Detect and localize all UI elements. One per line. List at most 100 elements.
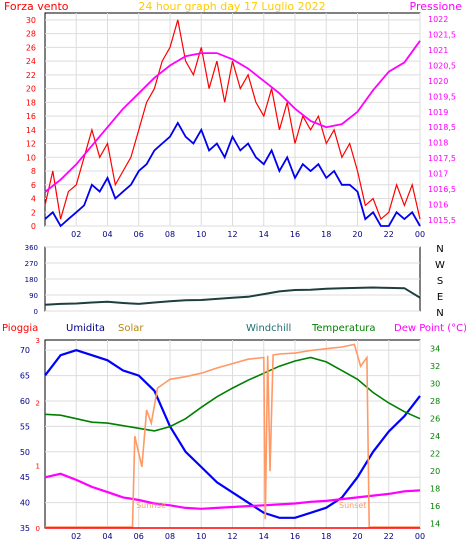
sunrise-label: Sunrise (136, 501, 166, 510)
y-tick-label: 1017 (428, 170, 448, 179)
x-tick-label: 14 (259, 230, 269, 239)
y-tick-label: 1020,5 (428, 61, 456, 70)
y-tick-label: 24 (26, 57, 36, 66)
mid-series (44, 286, 421, 306)
y-tick-label: 1022 (428, 15, 448, 24)
y-tick-label: 0 (34, 308, 38, 316)
x-tick-label: 18 (321, 230, 331, 239)
x-tick-label: 06 (134, 532, 144, 541)
pressure-series (44, 40, 421, 193)
x-tick-label: 20 (352, 230, 362, 239)
y-tick-label: 180 (25, 276, 38, 284)
bottom-x-axis: 02 04 06 08 10 12 14 16 18 20 22 00 (71, 532, 425, 541)
y-tick-label: 1015,5 (428, 216, 456, 225)
top-series (44, 19, 421, 228)
y-tick-label: 1020 (428, 77, 448, 86)
y-tick-label: 1021 (428, 46, 448, 55)
bottom-y-left-axis: 35 40 45 50 55 60 65 70 (20, 346, 30, 533)
x-tick-label: 12 (227, 532, 237, 541)
y-tick-label: 22 (430, 450, 440, 459)
x-tick-label: 18 (321, 532, 331, 541)
x-tick-label: 04 (102, 532, 112, 541)
x-tick-label: 02 (71, 230, 81, 239)
direction-letter: N (436, 244, 443, 255)
x-tick-label: 00 (415, 230, 425, 239)
y-tick-label: 26 (430, 415, 440, 424)
y-tick-label: 0 (31, 222, 36, 231)
temperature-series (44, 356, 421, 432)
x-tick-label: 08 (165, 230, 175, 239)
bottom-y-right-axis: 14 16 18 20 22 24 26 28 30 32 34 (430, 345, 440, 529)
y-tick-label: 4 (31, 195, 36, 204)
gust-series (44, 19, 421, 221)
y-tick-label: 1019,5 (428, 92, 456, 101)
y-tick-label: 1021,5 (428, 31, 456, 40)
x-tick-label: 06 (134, 230, 144, 239)
bottom-legend: Pioggia Umidita Solar Windchill Temperatura D… (2, 323, 466, 334)
x-tick-label: 20 (352, 532, 362, 541)
y-tick-label: 14 (430, 520, 440, 529)
sunset-label: Sunset (339, 501, 366, 510)
top-x-axis: 02 04 06 08 10 12 14 16 18 20 22 00 (71, 230, 425, 239)
x-tick-label: 04 (102, 230, 112, 239)
legend-item: Solar (118, 323, 144, 334)
y-tick-label: 32 (430, 362, 440, 371)
direction-series (44, 286, 421, 306)
y-tick-label: 360 (25, 244, 38, 252)
y-tick-label: 16 (430, 502, 440, 511)
y-tick-label: 1016,5 (428, 185, 456, 194)
y-tick-label: 6 (31, 181, 36, 190)
top-title: 24 hour graph day 17 Luglio 2022 (138, 0, 325, 13)
y-tick-label: 22 (26, 71, 36, 80)
legend-item: Umidita (66, 323, 105, 334)
x-tick-label: 22 (384, 230, 394, 239)
y-tick-label: 30 (26, 16, 36, 25)
direction-letter: E (437, 292, 443, 303)
y-tick-label: 70 (20, 346, 30, 355)
bottom-series (44, 343, 421, 529)
solar-series (45, 343, 420, 528)
dewpoint-series (44, 472, 421, 510)
y-tick-label: 60 (20, 397, 30, 406)
y-tick-label: 18 (26, 98, 36, 107)
y-tick-label: 45 (20, 473, 30, 482)
legend-item: Windchill (246, 323, 291, 334)
y-tick-label: 40 (20, 499, 30, 508)
sun-annotations: Sunrise Sunset (136, 501, 366, 510)
x-tick-label: 08 (165, 532, 175, 541)
direction-letter: S (437, 276, 443, 287)
mid-grid (45, 246, 420, 312)
y-tick-label: 20 (26, 85, 36, 94)
y-tick-label: 1018 (428, 139, 448, 148)
y-tick-label: 1019 (428, 108, 448, 117)
y-tick-label: 16 (26, 112, 36, 121)
y-tick-label: 1018,5 (428, 123, 456, 132)
y-tick-label: 90 (29, 292, 38, 300)
y-tick-label: 26 (26, 43, 36, 52)
top-y-right-axis: 1015,5 1016 1016,5 1017 1017,5 1018 1018,5 1019… (428, 15, 456, 225)
rain-tick-label: 2 (36, 400, 40, 408)
y-tick-label: 30 (430, 380, 440, 389)
y-tick-label: 12 (26, 140, 36, 149)
legend-item: Pioggia (2, 323, 38, 334)
y-tick-label: 28 (430, 397, 440, 406)
x-tick-label: 12 (227, 230, 237, 239)
x-tick-label: 02 (71, 532, 81, 541)
legend-item: Temperatura (311, 323, 376, 334)
y-tick-label: 55 (20, 422, 30, 431)
humidity-series (44, 349, 421, 519)
y-tick-label: 50 (20, 448, 30, 457)
rain-tick-label: 3 (36, 337, 40, 345)
y-tick-label: 1017,5 (428, 154, 456, 163)
y-tick-label: 2 (31, 208, 36, 217)
y-tick-label: 8 (31, 167, 36, 176)
legend-item: Dew Point (°C) (394, 323, 466, 334)
direction-letter: N (436, 308, 443, 319)
x-tick-label: 16 (290, 532, 300, 541)
x-tick-label: 10 (196, 230, 206, 239)
x-tick-label: 00 (415, 532, 425, 541)
y-tick-label: 20 (430, 467, 440, 476)
y-tick-label: 28 (26, 30, 36, 39)
